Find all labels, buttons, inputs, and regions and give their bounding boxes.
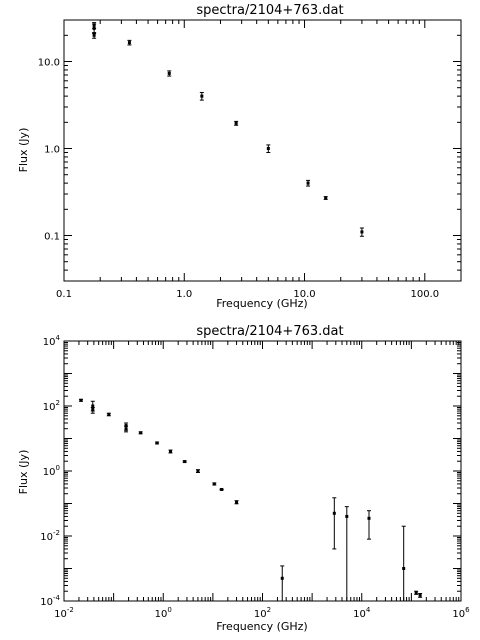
y-axis-label-2: Flux (Jy) [17,450,30,495]
x-tick-label: 106 [452,606,470,620]
data-point [124,424,128,428]
data-point [79,398,83,402]
data-point [91,407,95,411]
y-ticks-2: 10-4 10-2 100 102 104 [40,334,461,608]
x-tick-label: 102 [254,606,271,620]
data-point [324,196,328,200]
x-axis-label-2: Frequency (GHz) [216,620,307,633]
y-tick-label: 10-4 [40,594,60,608]
x-tick-label: 100 [155,606,172,620]
data-point [345,514,349,518]
plot-frame-2 [63,340,462,602]
plot-frame-1 [63,19,462,282]
y-tick-label: 10-2 [40,529,60,543]
data-point [266,147,270,151]
data-point [220,487,224,491]
data-point [306,181,310,185]
x-ticks-1: 0.1 1.0 10.0 100.0 [56,20,462,300]
y-tick-label: 100 [43,464,60,478]
data-point [234,121,238,125]
data-point [418,593,422,597]
data-point [360,230,364,234]
x-tick-label: 0.1 [56,289,72,300]
y-tick-label: 102 [43,399,60,413]
data-point [155,441,159,445]
chart-title-1: spectra/2104+763.dat [196,3,343,18]
data-point [332,511,336,515]
data-point [414,591,418,595]
data-point [91,404,95,408]
data-point [92,33,96,37]
x-tick-label: 1.0 [176,289,192,300]
chart-panel-1: spectra/2104+763.dat 0.1 1.0 10.0 100.0 0.1… [17,3,462,310]
x-ticks-2: 10-2 100 102 104 106 [54,341,470,620]
y-tick-label: 0.1 [44,232,60,243]
chart-panel-2: spectra/2104+763.dat 10-2 100 102 104 106 10… [17,324,470,633]
data-point [367,516,371,520]
x-tick-label: 104 [353,606,371,620]
data-point [169,449,173,453]
data-point [124,427,128,431]
data-point [196,469,200,473]
data-point [280,576,284,580]
y-tick-label: 104 [43,334,61,348]
data-points-2 [78,398,423,602]
data-point [200,94,204,98]
x-tick-label: 10-2 [54,606,74,620]
y-axis-label-1: Flux (Jy) [17,128,30,173]
data-point [127,41,131,45]
x-axis-label-1: Frequency (GHz) [216,297,307,310]
data-point [139,431,143,435]
chart-title-2: spectra/2104+763.dat [196,324,343,339]
data-points-1 [92,22,364,237]
data-point [92,23,96,27]
x-tick-label: 10.0 [293,289,315,300]
y-ticks-1: 0.1 1.0 10.0 [38,19,461,282]
data-point [235,500,239,504]
data-point [167,71,171,75]
y-tick-label: 10.0 [38,58,60,69]
data-point [107,412,111,416]
data-point [402,567,406,570]
data-point [183,460,187,464]
data-point [212,482,216,486]
y-tick-label: 1.0 [44,145,60,156]
x-tick-label: 100.0 [410,289,439,300]
